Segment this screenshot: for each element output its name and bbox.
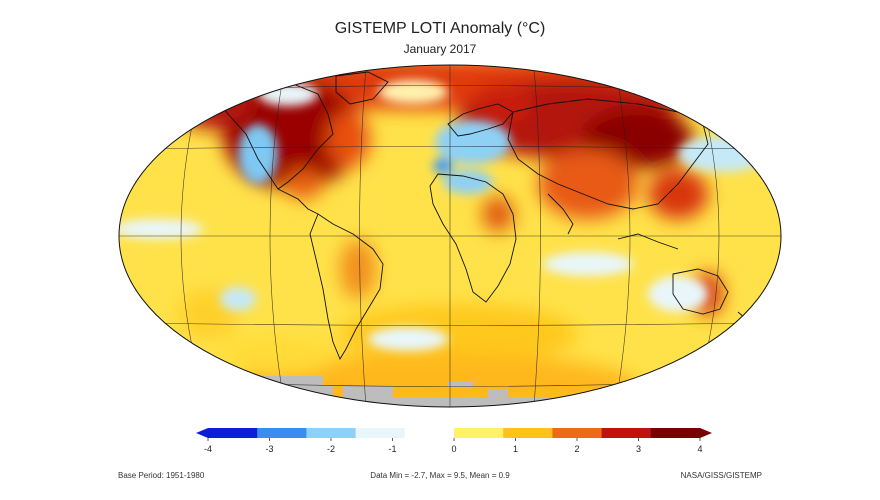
data-stats-label: Data Min = -2.7, Max = 9.5, Mean = 0.9 [370,471,510,480]
colorbar-segment [601,428,652,438]
world-anomaly-map [118,64,782,408]
colorbar-tick-label: -4 [204,444,212,454]
colorbar-tick-label: 1 [513,444,518,454]
colorbar-tick-label: 4 [697,444,702,454]
colorbar-segment [454,428,504,438]
colorbar-segment [404,428,455,438]
colorbar-tick-label: -2 [327,444,335,454]
colorbar: -4 -3 -2 -1 0 1 2 3 4 [196,428,712,454]
colorbar-min-arrow [196,428,208,438]
colorbar-segments [196,428,712,438]
colorbar-tick-label: -1 [388,444,396,454]
map-subtitle: January 2017 [403,42,477,56]
colorbar-segment [552,428,603,438]
colorbar-ticks: -4 -3 -2 -1 0 1 2 3 4 [204,438,703,454]
colorbar-tick-label: 0 [451,444,456,454]
colorbar-segment [257,428,307,438]
map-border [118,64,782,408]
colorbar-max-arrow [700,428,712,438]
colorbar-segment [306,428,357,438]
map-title: GISTEMP LOTI Anomaly (°C) [334,20,546,37]
colorbar-segment [208,428,258,438]
colorbar-segment [355,428,406,438]
colorbar-tick-label: 3 [636,444,641,454]
base-period-label: Base Period: 1951-1980 [118,471,205,480]
colorbar-tick-label: 2 [574,444,579,454]
source-credit: NASA/GISS/GISTEMP [680,471,762,480]
coastlines [212,71,747,360]
colorbar-tick-label: -3 [265,444,273,454]
colorbar-segment [503,428,553,438]
colorbar-segment [650,428,701,438]
